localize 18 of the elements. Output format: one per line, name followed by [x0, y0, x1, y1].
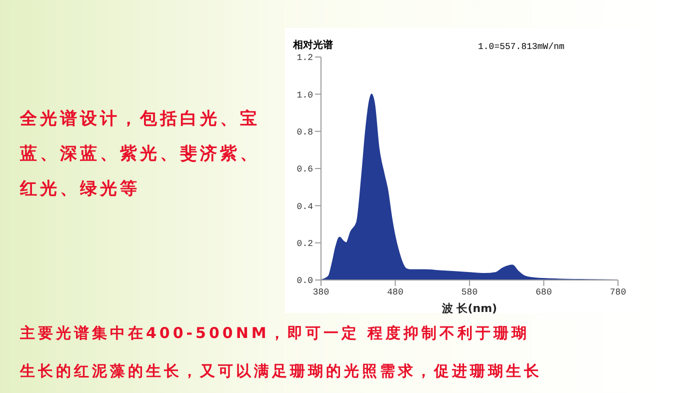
x-tick-label: 580	[461, 287, 478, 298]
text: 1.0=557.813mW/nm	[478, 42, 564, 52]
text: 主要光谱集中在400-500NM，即可一定 程度抑制不利于珊瑚	[20, 323, 531, 344]
x-tick-label: 380	[312, 287, 330, 298]
y-tick-label: 1.2	[296, 53, 313, 64]
y-tick-label: 0.2	[296, 239, 313, 250]
y-tick-label: 0.4	[296, 202, 313, 212]
y-tick-label: 0.6	[296, 164, 313, 175]
y-tick-label: 1.0	[296, 90, 313, 100]
x-tick-label: 780	[610, 287, 626, 298]
x-tick-label: 480	[387, 287, 404, 298]
y-tick-label: 0.8	[296, 128, 313, 138]
text: 全光谱设计，包括白光、宝蓝、深蓝、紫光、斐济紫、红光、绿光等	[20, 108, 261, 201]
chart-title: 相对光谱	[293, 38, 333, 52]
x-tick-label: 680	[536, 287, 552, 298]
text: 生长的红泥藻的生长，又可以满足珊瑚的光照需求，促进珊瑚生长	[20, 361, 543, 382]
y-tick-label: 0.0	[296, 276, 313, 286]
x-axis-title: 波 长(nm)	[440, 302, 498, 315]
